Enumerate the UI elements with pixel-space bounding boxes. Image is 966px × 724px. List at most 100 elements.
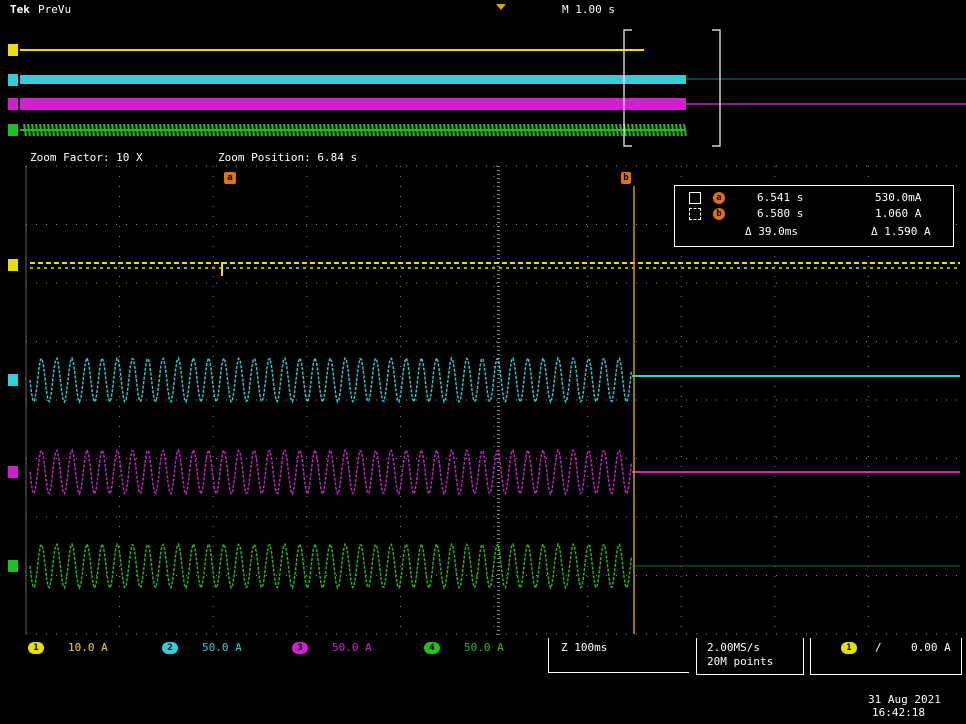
graticule-dot [306,296,308,297]
graticule-dot [396,224,397,225]
graticule-dot [746,341,747,342]
graticule-dot [399,346,401,347]
graticule-dot [846,458,847,459]
graticule-dot [646,633,647,635]
graticule-dot [216,165,217,167]
trigger-level: 0.00 A [911,641,951,654]
graticule-dot [596,165,597,167]
graticule-dot [276,633,277,635]
graticule-center-tick [497,298,500,299]
graticule-dot [736,516,737,518]
graticule-dot [526,633,527,635]
graticule-dot [136,458,137,459]
channel-3-button[interactable]: 3 [292,642,308,654]
graticule-dot [212,616,214,617]
graticule-dot [926,458,927,459]
graticule-center-tick [497,622,500,623]
cursor-a-marker[interactable]: a [224,172,236,184]
graticule-dot [476,341,477,342]
trigger-box[interactable]: 1 / 0.00 A [810,638,962,675]
graticule-dot [516,458,517,459]
graticule-center-tick [497,354,500,355]
graticule-dot [606,224,607,225]
graticule-dot [916,165,917,167]
graticule-dot [774,166,776,167]
graticule-dot [774,476,776,477]
graticule-dot [399,516,401,517]
graticule-dot [236,165,237,167]
graticule-dot [96,458,97,459]
graticule-center-tick [497,274,500,275]
graticule-dot [576,633,577,635]
graticule-dot [266,165,267,167]
acquisition-box[interactable]: 2.00MS/s 20M points [696,638,804,675]
graticule-center-tick [497,438,500,439]
graticule-dot [680,436,682,437]
graticule-dot [696,165,697,167]
graticule-dot [846,165,847,167]
graticule-dot [566,224,567,225]
channel-2-button[interactable]: 2 [162,642,178,654]
graticule-dot [680,166,682,167]
graticule-dot [626,516,627,518]
graticule-dot [76,516,77,518]
channel-4-button[interactable]: 4 [424,642,440,654]
graticule-dot [206,516,207,518]
graticule-dot [212,286,214,287]
graticule-dot [696,282,697,284]
trigger-position-icon[interactable] [496,4,506,10]
graticule-dot [680,356,682,357]
graticule-dot [867,166,869,167]
graticule-dot [356,633,357,635]
graticule-dot [706,458,707,459]
graticule-dot [506,282,507,284]
channel-1-button[interactable]: 1 [28,642,44,654]
graticule-dot [119,296,121,297]
graticule-dot [546,399,547,401]
graticule-dot [786,633,787,635]
graticule-dot [216,575,217,576]
graticule-dot [96,341,97,342]
brand-logo: Tek [10,3,30,16]
graticule-dot [836,341,837,342]
graticule-dot [306,356,308,357]
graticule-dot [816,165,817,167]
graticule-dot [726,341,727,342]
cursor-b-marker[interactable]: b [621,172,631,184]
graticule-center-tick [497,606,500,607]
graticule-center-tick [497,258,500,259]
cursor-a-value: 530.0mA [875,191,922,204]
graticule-dot [306,575,307,576]
graticule-dot [466,165,467,167]
graticule-center-tick [497,530,500,531]
graticule-dot [399,226,401,227]
graticule-dot [106,633,107,635]
graticule-dot [456,516,457,518]
graticule-dot [680,276,682,277]
graticule-center-tick [497,490,500,491]
graticule-dot [546,282,547,284]
graticule-dot [256,458,257,459]
graticule-dot [686,633,687,635]
graticule-center-tick [497,474,500,475]
graticule-dot [399,616,401,617]
graticule-dot [680,576,682,577]
graticule-dot [774,346,776,347]
graticule-dot [386,165,387,167]
horizontal-scale-box[interactable]: Z 100ms [548,638,689,673]
graticule-dot [346,633,347,635]
graticule-dot [436,399,437,401]
graticule-dot [926,341,927,342]
graticule-dot [486,341,487,342]
graticule-dot [212,226,214,227]
graticule-dot [774,396,776,397]
graticule-center-tick [497,506,500,507]
graticule-dot [119,316,121,317]
graticule-dot [286,224,287,225]
graticule-dot [666,224,667,225]
graticule-dot [66,341,67,342]
graticule-dot [493,186,495,187]
graticule-dot [416,516,417,518]
graticule-dot [706,516,707,518]
graticule-dot [356,282,357,284]
